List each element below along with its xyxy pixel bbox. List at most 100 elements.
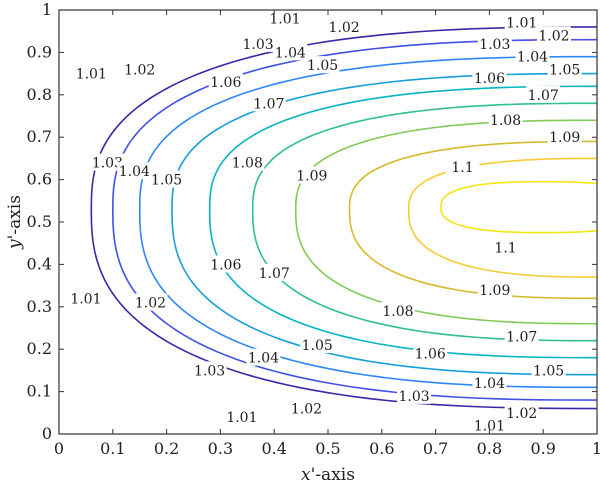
contour-label-bg bbox=[472, 374, 507, 392]
contour-line-1.09 bbox=[407, 157, 597, 278]
contour-label-bg bbox=[547, 60, 582, 78]
contour-label-1.04: 1.04 bbox=[248, 351, 279, 367]
y-tick-label: 0.8 bbox=[27, 85, 52, 104]
contour-label-1.09: 1.09 bbox=[479, 283, 510, 299]
contour-label-1.04: 1.04 bbox=[517, 50, 548, 66]
y-axis-title: y'-axis bbox=[5, 195, 25, 250]
contour-label-bg bbox=[208, 255, 243, 273]
contour-label-bg bbox=[477, 280, 512, 298]
contour-label-1.03: 1.03 bbox=[92, 156, 123, 172]
contour-label-1.05: 1.05 bbox=[533, 363, 564, 379]
contour-label-bg bbox=[547, 128, 582, 146]
y-tick-label: 0.2 bbox=[27, 339, 52, 358]
contour-label-bg bbox=[526, 85, 561, 103]
x-tick-label: 0.1 bbox=[100, 439, 125, 458]
x-tick-label: 0 bbox=[54, 439, 64, 458]
plot-area bbox=[59, 10, 597, 434]
x-tick-label: 0.2 bbox=[154, 439, 179, 458]
x-tick-label: 0.9 bbox=[530, 439, 555, 458]
x-axis-suffix: -axis bbox=[315, 465, 355, 485]
contour-label-bg bbox=[472, 416, 507, 434]
y-tick-label: 0.9 bbox=[27, 42, 52, 61]
contour-label-1.02: 1.02 bbox=[538, 28, 569, 44]
contour-level-labels: 1.011.01 1.011.011.011.011.021.021.021.02… bbox=[68, 9, 582, 435]
contour-label-bg bbox=[289, 399, 324, 417]
contour-label-1.01: 1.01 bbox=[76, 67, 107, 83]
contour-label-bg bbox=[74, 64, 109, 82]
contour-label-1.1: 1.1 bbox=[451, 160, 473, 176]
x-tick-label: 0.6 bbox=[369, 439, 394, 458]
contour-label-1.03: 1.03 bbox=[398, 389, 429, 405]
contour-label-1.07: 1.07 bbox=[253, 96, 284, 112]
contour-label-bg bbox=[251, 94, 286, 112]
contour-label-1.03: 1.03 bbox=[242, 37, 273, 53]
contour-label-bg bbox=[224, 408, 259, 426]
contour-label-bg bbox=[445, 157, 480, 175]
contour-label-bg bbox=[477, 34, 512, 52]
x-tick-label: 0.8 bbox=[477, 439, 502, 458]
y-tick-label: 0.5 bbox=[27, 212, 52, 231]
contour-line-1.06 bbox=[251, 102, 597, 342]
contour-label-1.08: 1.08 bbox=[382, 304, 413, 320]
contour-label-1.09: 1.09 bbox=[296, 168, 327, 184]
y-tick-label: 0.7 bbox=[27, 127, 52, 146]
contour-label-bg bbox=[257, 263, 292, 281]
contour-label-1.07: 1.07 bbox=[259, 266, 290, 282]
contour-label-1.05: 1.05 bbox=[307, 58, 338, 74]
contour-label-1.03: 1.03 bbox=[194, 363, 225, 379]
contour-label-1.01: 1.01 bbox=[269, 11, 300, 27]
contour-label-1.08: 1.08 bbox=[490, 113, 521, 129]
contour-label-1.04: 1.04 bbox=[119, 164, 150, 180]
contour-label-bg bbox=[413, 344, 448, 362]
contour-label-bg bbox=[536, 26, 571, 44]
contour-label-bg bbox=[68, 289, 103, 307]
contour-label-1.01: 1.01 bbox=[474, 419, 505, 435]
contour-label-1.06: 1.06 bbox=[415, 346, 446, 362]
x-tick-label: 1 bbox=[592, 439, 600, 458]
contour-label-1.1: 1.1 bbox=[494, 240, 516, 256]
contour-label-1.05: 1.05 bbox=[302, 338, 333, 354]
contour-label-1.08: 1.08 bbox=[232, 156, 263, 172]
contour-label-bg bbox=[504, 327, 539, 345]
contour-label-bg bbox=[515, 47, 550, 65]
contour-label-bg bbox=[380, 302, 415, 320]
contour-label-bg bbox=[267, 9, 302, 27]
x-tick-label: 0.7 bbox=[423, 439, 448, 458]
contour-label-1.03: 1.03 bbox=[479, 37, 510, 53]
contour-label-bg bbox=[246, 348, 281, 366]
x-axis-title: x'-axis bbox=[301, 465, 355, 485]
contour-label-1.06: 1.06 bbox=[210, 257, 241, 273]
contour-label-1.02: 1.02 bbox=[291, 402, 322, 418]
contour-line-1.08 bbox=[348, 140, 597, 300]
contour-label-bg bbox=[273, 43, 308, 61]
contour-label-bg bbox=[531, 361, 566, 379]
y-tick-label: 0.1 bbox=[27, 382, 52, 401]
contour-label-bg bbox=[397, 386, 432, 404]
contour-label-1.09: 1.09 bbox=[549, 130, 580, 146]
contour-label-1.01: 1.01 bbox=[226, 410, 257, 426]
contour-label-bg bbox=[488, 111, 523, 129]
contour-label-1.02: 1.02 bbox=[124, 62, 155, 78]
contour-line-1.04 bbox=[171, 72, 597, 376]
y-tick-label: 0.3 bbox=[27, 297, 52, 316]
contour-line-1.05 bbox=[208, 85, 597, 359]
x-tick-label: 0.3 bbox=[208, 439, 233, 458]
x-tick-label: 0.5 bbox=[315, 439, 340, 458]
contour-label-bg bbox=[241, 34, 276, 52]
contour-label-bg bbox=[300, 335, 335, 353]
contour-label-1.02: 1.02 bbox=[506, 406, 537, 422]
contour-line-1.1 bbox=[440, 180, 597, 234]
contour-label-1.04: 1.04 bbox=[275, 45, 306, 61]
contour-label-bg bbox=[208, 73, 243, 91]
contour-label-bg bbox=[294, 166, 329, 184]
contour-label-1.07: 1.07 bbox=[506, 329, 537, 345]
y-axis-suffix: -axis bbox=[5, 195, 25, 235]
contour-label-bg bbox=[230, 153, 265, 171]
y-tick-label: 0 bbox=[42, 424, 52, 443]
y-axis-variable: y' bbox=[5, 235, 25, 250]
contour-label-bg bbox=[504, 13, 539, 31]
y-axis-ticks: 0 0.1 0.2 0.3 0.4 0.5 0.6 0.7 0.8 0.9 1 bbox=[27, 0, 597, 443]
contour-label-bg bbox=[117, 162, 152, 180]
contour-label-bg bbox=[192, 361, 227, 379]
